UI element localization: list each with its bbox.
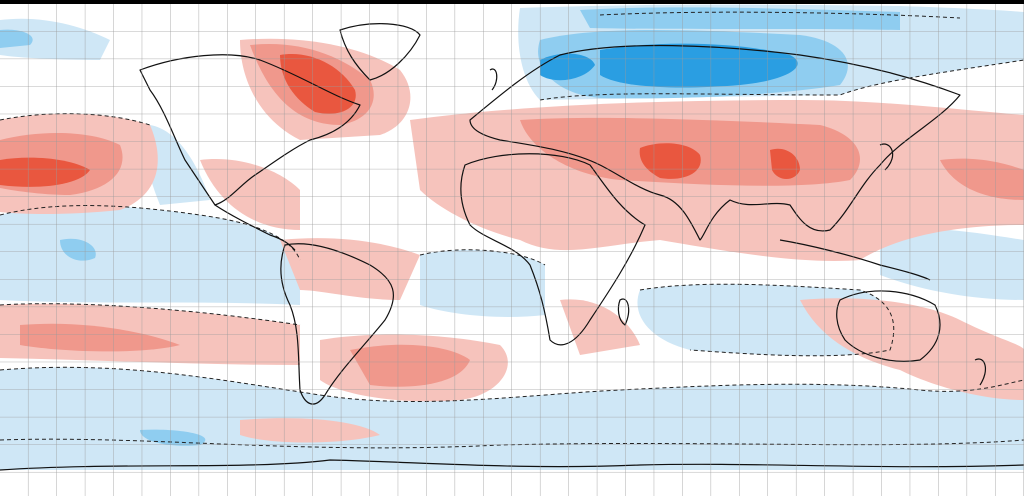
top-border: [0, 0, 1024, 4]
graticule: [0, 4, 1024, 496]
